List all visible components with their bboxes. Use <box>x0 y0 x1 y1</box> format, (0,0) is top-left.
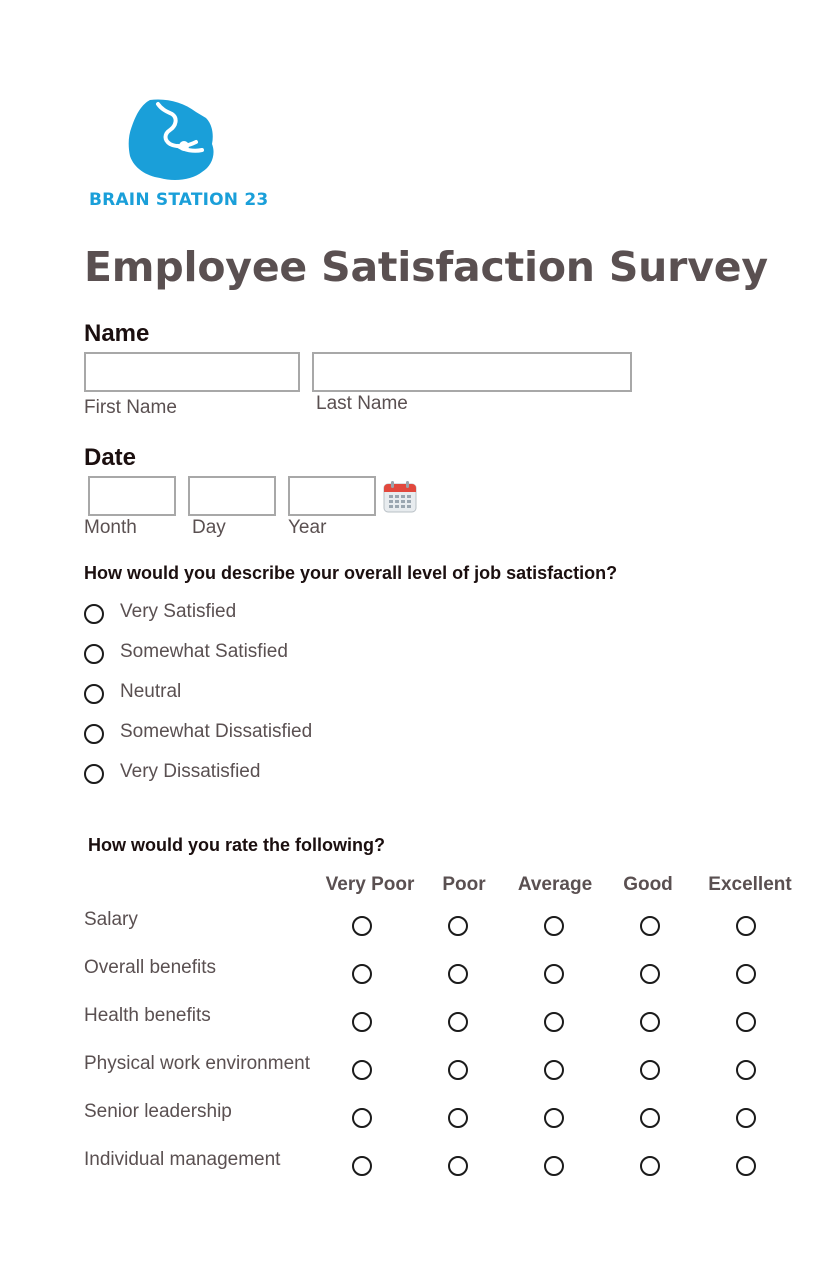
rating-radio-row4-col4[interactable] <box>736 1108 756 1128</box>
rating-question: How would you rate the following? <box>88 835 385 855</box>
brand-name: BRAIN STATION 23 <box>89 190 269 210</box>
satisfaction-radio-very-dissatisfied[interactable] <box>84 764 104 784</box>
rating-radio-row1-col2[interactable] <box>544 964 564 984</box>
rating-column-header: Excellent <box>708 874 792 895</box>
rating-radio-row2-col0[interactable] <box>352 1012 372 1032</box>
rating-column-header: Average <box>517 874 593 895</box>
rating-radio-row1-col4[interactable] <box>736 964 756 984</box>
satisfaction-radio-somewhat-dissatisfied[interactable] <box>84 724 104 744</box>
rating-row-label: Individual management <box>84 1149 281 1170</box>
rating-radio-row2-col4[interactable] <box>736 1012 756 1032</box>
rating-radio-row2-col2[interactable] <box>544 1012 564 1032</box>
rating-row-label: Physical work environment <box>84 1053 310 1074</box>
rating-row-label: Salary <box>84 909 138 930</box>
satisfaction-option-label: Neutral <box>120 681 182 702</box>
satisfaction-radio-somewhat-satisfied[interactable] <box>84 644 104 664</box>
satisfaction-option-label: Very Dissatisfied <box>120 761 261 782</box>
rating-radio-row4-col3[interactable] <box>640 1108 660 1128</box>
page-title: Employee Satisfaction Survey <box>84 243 768 291</box>
rating-row-label: Health benefits <box>84 1005 211 1026</box>
rating-radio-row5-col4[interactable] <box>736 1156 756 1176</box>
satisfaction-option-label: Somewhat Satisfied <box>120 641 288 662</box>
rating-radio-row3-col4[interactable] <box>736 1060 756 1080</box>
rating-column-header: Very Poor <box>325 874 415 895</box>
rating-radio-row4-col0[interactable] <box>352 1108 372 1128</box>
month-input[interactable] <box>88 476 176 516</box>
rating-radio-row5-col3[interactable] <box>640 1156 660 1176</box>
satisfaction-option-label: Somewhat Dissatisfied <box>120 721 313 742</box>
rating-radio-row0-col0[interactable] <box>352 916 372 936</box>
rating-radio-row0-col2[interactable] <box>544 916 564 936</box>
last-name-input[interactable] <box>312 352 632 392</box>
rating-radio-row1-col3[interactable] <box>640 964 660 984</box>
rating-row-label: Overall benefits <box>84 957 217 978</box>
brain-station-logo-icon <box>128 99 214 180</box>
rating-radio-row0-col3[interactable] <box>640 916 660 936</box>
first-name-label: First Name <box>84 397 177 418</box>
rating-radio-row5-col1[interactable] <box>448 1156 468 1176</box>
month-label: Month <box>84 517 137 538</box>
rating-radio-row0-col1[interactable] <box>448 916 468 936</box>
day-input[interactable] <box>188 476 276 516</box>
last-name-label: Last Name <box>316 393 408 414</box>
satisfaction-radio-neutral[interactable] <box>84 684 104 704</box>
satisfaction-option-label: Very Satisfied <box>120 601 237 622</box>
day-label: Day <box>192 517 226 538</box>
year-label: Year <box>288 517 327 538</box>
rating-radio-row0-col4[interactable] <box>736 916 756 936</box>
satisfaction-question: How would you describe your overall leve… <box>84 563 618 583</box>
rating-radio-row5-col2[interactable] <box>544 1156 564 1176</box>
rating-radio-row2-col1[interactable] <box>448 1012 468 1032</box>
rating-radio-row2-col3[interactable] <box>640 1012 660 1032</box>
rating-row-label: Senior leadership <box>84 1101 232 1122</box>
date-section-label: Date <box>84 444 137 471</box>
rating-column-header: Good <box>623 874 673 895</box>
name-section-label: Name <box>84 320 150 347</box>
rating-radio-row1-col1[interactable] <box>448 964 468 984</box>
rating-radio-row3-col1[interactable] <box>448 1060 468 1080</box>
rating-radio-row3-col2[interactable] <box>544 1060 564 1080</box>
rating-radio-row5-col0[interactable] <box>352 1156 372 1176</box>
rating-radio-row4-col2[interactable] <box>544 1108 564 1128</box>
rating-column-header: Poor <box>442 874 486 895</box>
rating-radio-row1-col0[interactable] <box>352 964 372 984</box>
calendar-icon[interactable] <box>383 480 417 514</box>
first-name-input[interactable] <box>84 352 300 392</box>
rating-radio-row3-col3[interactable] <box>640 1060 660 1080</box>
year-input[interactable] <box>288 476 376 516</box>
satisfaction-radio-very-satisfied[interactable] <box>84 604 104 624</box>
rating-radio-row4-col1[interactable] <box>448 1108 468 1128</box>
rating-radio-row3-col0[interactable] <box>352 1060 372 1080</box>
